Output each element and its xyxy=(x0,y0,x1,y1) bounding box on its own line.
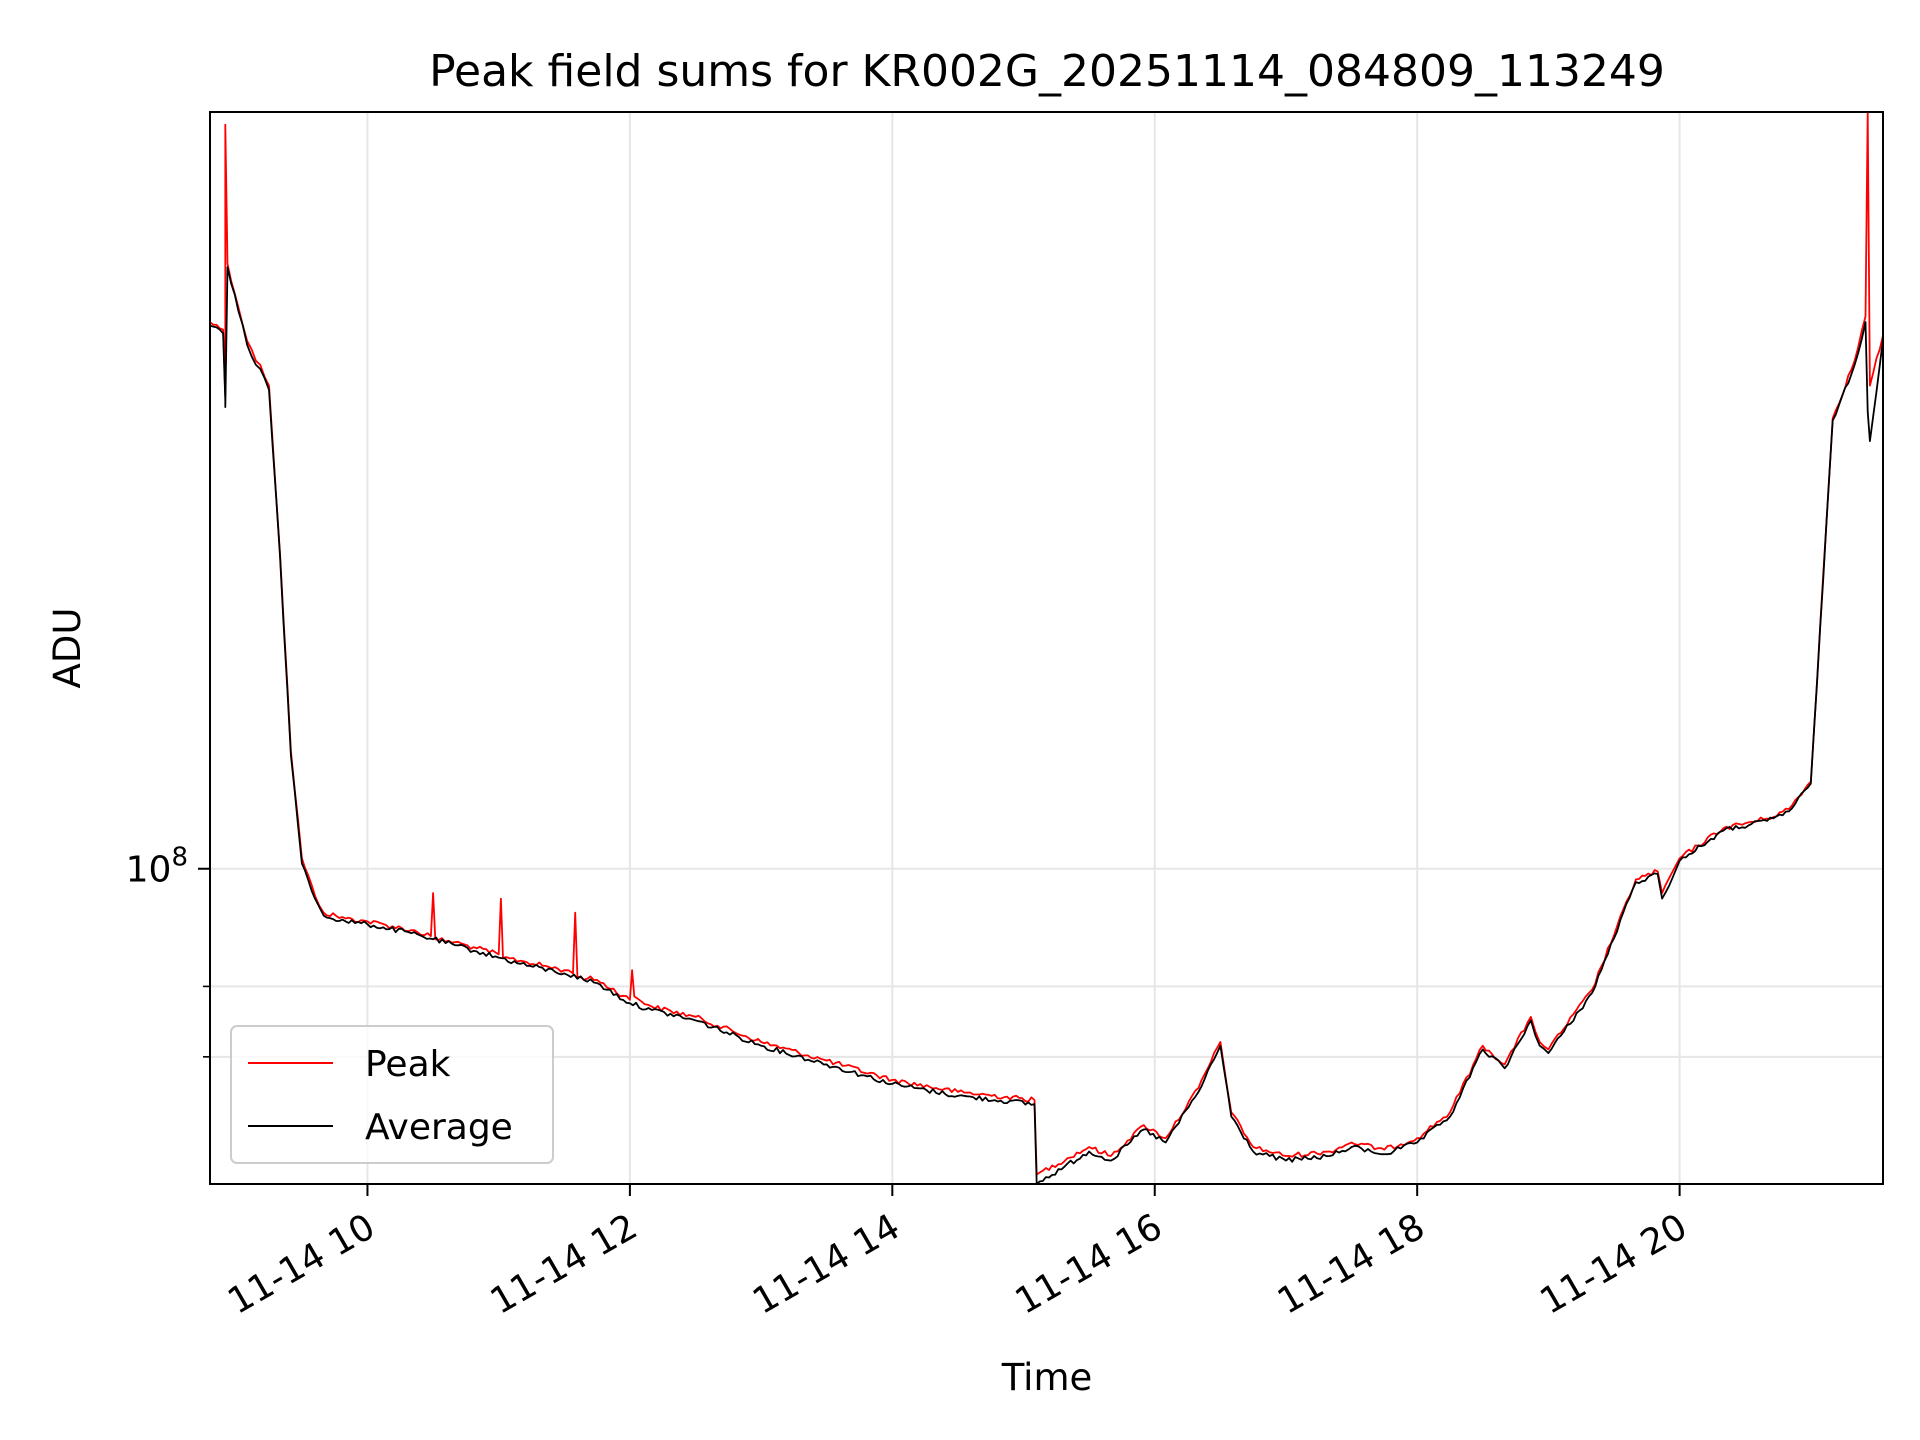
axes-frame xyxy=(209,111,1884,1185)
x-axis-label: Time xyxy=(1001,1356,1093,1399)
series-line-average xyxy=(209,266,1884,1185)
plot-area xyxy=(209,111,1884,1185)
chart-title: Peak field sums for KR002G_20251114_0848… xyxy=(429,46,1665,97)
y-axis-label: ADU xyxy=(46,608,89,689)
legend-box xyxy=(230,1025,554,1164)
legend-label-average: Average xyxy=(365,1107,513,1148)
grid xyxy=(210,112,1883,1184)
series-line-peak xyxy=(209,111,1884,1176)
legend-label-peak: Peak xyxy=(365,1044,451,1085)
legend: Peak Average xyxy=(230,1025,554,1164)
